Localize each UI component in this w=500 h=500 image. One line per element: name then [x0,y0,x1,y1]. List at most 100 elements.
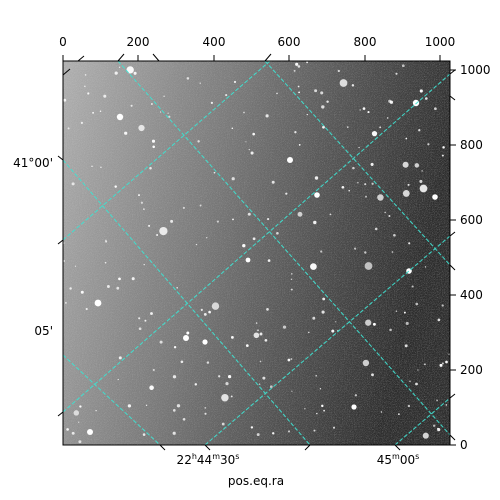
star [127,404,132,408]
star [427,143,430,146]
right-tick-label: 800 [460,138,483,152]
star [348,189,351,192]
star [339,79,348,87]
star [271,180,275,184]
star [118,277,121,281]
star [143,208,145,210]
star [417,369,419,371]
star [294,131,297,134]
star [80,290,84,294]
star [84,85,86,88]
star [352,166,355,170]
coordinate-grid [63,61,450,445]
star [173,346,177,349]
star [290,358,293,360]
star [206,361,210,364]
star [415,302,419,306]
star [341,185,345,189]
right-tick-label: 200 [460,363,483,377]
bright-star [116,113,124,121]
star [182,418,186,421]
wcs-ticks [57,53,456,451]
star [156,234,159,236]
star [359,109,361,111]
star [233,80,237,84]
star [231,127,234,130]
star [258,383,261,385]
right-tick-label: 600 [460,213,483,227]
star [364,251,367,254]
star [377,194,384,201]
star [312,316,316,320]
star [199,204,202,207]
star [159,111,162,113]
star [248,148,250,151]
star [210,101,214,105]
star [118,66,121,68]
star [267,218,270,221]
star [287,358,291,362]
star [148,224,151,227]
star [95,409,97,412]
star [437,427,439,430]
star [245,344,249,347]
sky-image [63,61,450,445]
star [262,376,266,380]
star [436,399,438,402]
star [230,395,233,398]
star [290,288,293,291]
star [419,184,428,193]
star [398,413,400,415]
star [176,404,181,408]
star [347,126,349,128]
star [326,100,329,103]
star [291,273,293,275]
star [85,307,88,311]
star [63,259,66,263]
star [371,373,374,377]
star [321,310,325,314]
star [388,214,391,218]
star [354,394,358,397]
star [297,65,301,68]
bright-star [202,339,208,345]
star [116,286,120,290]
star [257,329,259,332]
star [351,84,355,87]
bright-star [287,157,293,163]
star [315,375,318,377]
star [205,236,208,239]
star [252,132,256,136]
star [437,318,441,322]
star [290,278,293,280]
star [103,94,107,98]
star [269,385,273,389]
star [78,421,80,423]
star [419,89,423,93]
star [408,242,411,245]
star [87,92,90,95]
x-axis-label: pos.eq.ra [227,474,285,488]
star [445,404,448,406]
star [138,124,145,132]
star [255,322,258,324]
star [370,162,374,166]
star [99,110,102,113]
bright-star [94,299,102,307]
star [322,297,326,301]
top-tick-label: 0 [59,35,67,49]
star [402,161,409,168]
top-tick-label: 200 [126,35,150,49]
star [424,97,428,100]
star [404,344,408,348]
star [159,340,163,344]
star [71,182,75,186]
star [266,308,269,311]
bright-star [314,192,320,198]
star [211,302,220,310]
star [100,166,102,169]
star [295,62,299,66]
star [149,167,152,170]
star [163,95,165,98]
star [144,319,147,322]
